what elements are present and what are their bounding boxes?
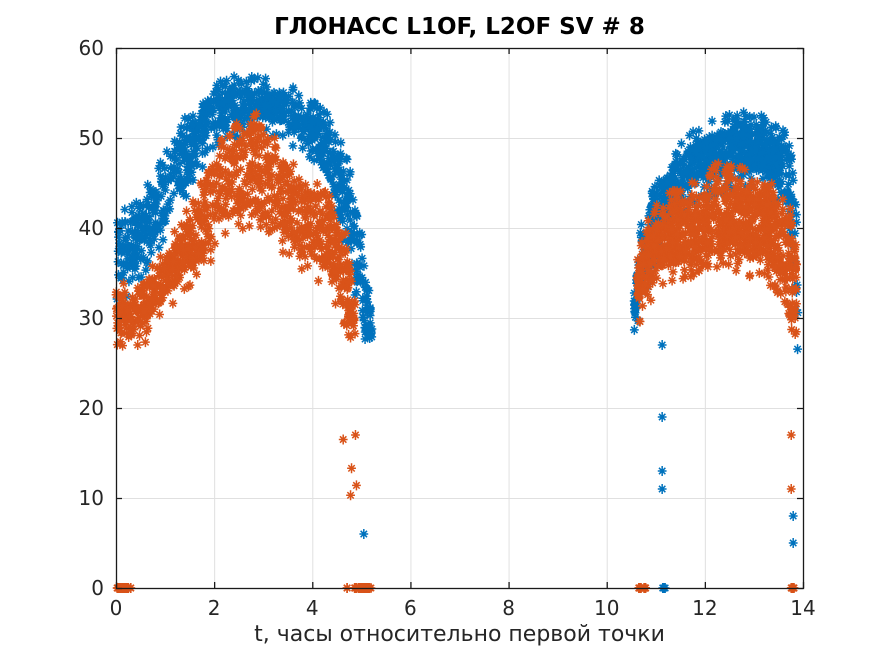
- y-tick-label: 60: [78, 36, 104, 60]
- x-tick-label: 10: [593, 596, 620, 620]
- x-tick-label: 12: [692, 596, 718, 620]
- x-tick-label: 14: [790, 596, 816, 620]
- y-tick-label: 30: [78, 306, 104, 330]
- y-tick-label: 40: [78, 216, 104, 240]
- x-tick-label: 2: [207, 596, 221, 620]
- y-tick-label: 20: [78, 396, 104, 420]
- y-tick-label: 10: [78, 486, 104, 510]
- x-tick-label: 4: [305, 596, 319, 620]
- x-tick-label: 0: [109, 596, 123, 620]
- x-tick-label: 6: [404, 596, 417, 620]
- y-tick-label: 0: [91, 576, 104, 600]
- x-tick-label: 8: [502, 596, 515, 620]
- x-axis-label: t, часы относительно первой точки: [254, 622, 665, 647]
- y-tick-label: 50: [78, 126, 104, 150]
- chart-title: ГЛОНАСС L1OF, L2OF SV # 8: [274, 14, 645, 40]
